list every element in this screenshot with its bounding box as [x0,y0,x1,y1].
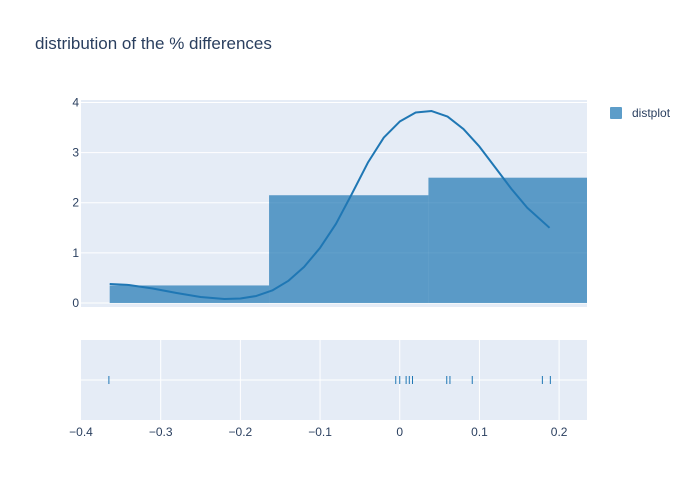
x-tick-label-0: −0.4 [69,425,93,439]
x-tick-label-6: 0.2 [551,425,568,439]
kde-curve [109,110,551,300]
x-tick-labels: −0.4 −0.3 −0.2 −0.1 0 0.1 0.2 [69,425,568,439]
y-tick-label-3: 3 [72,146,79,160]
x-tick-label-1: −0.3 [149,425,173,439]
y-tick-label-1: 1 [72,246,79,260]
legend[interactable]: distplot [610,106,670,120]
histogram-bar-1 [269,195,429,303]
x-tick-label-2: −0.2 [229,425,253,439]
x-tick-label-4: 0 [396,425,403,439]
y-tick-label-4: 4 [72,96,79,110]
chart-title: distribution of the % differences [35,34,272,53]
y-tick-label-0: 0 [72,296,79,310]
histogram-bar-2 [428,177,587,303]
x-tick-label-5: 0.1 [471,425,488,439]
y-tick-label-2: 2 [72,196,79,210]
y-tick-labels: 0 1 2 3 4 [72,96,79,310]
kde-curve-layer [109,110,551,300]
legend-label-distplot: distplot [632,106,671,120]
rug-marks [108,376,551,384]
x-tick-label-3: −0.1 [308,425,332,439]
legend-swatch [610,107,622,119]
histogram-bars [109,177,587,303]
